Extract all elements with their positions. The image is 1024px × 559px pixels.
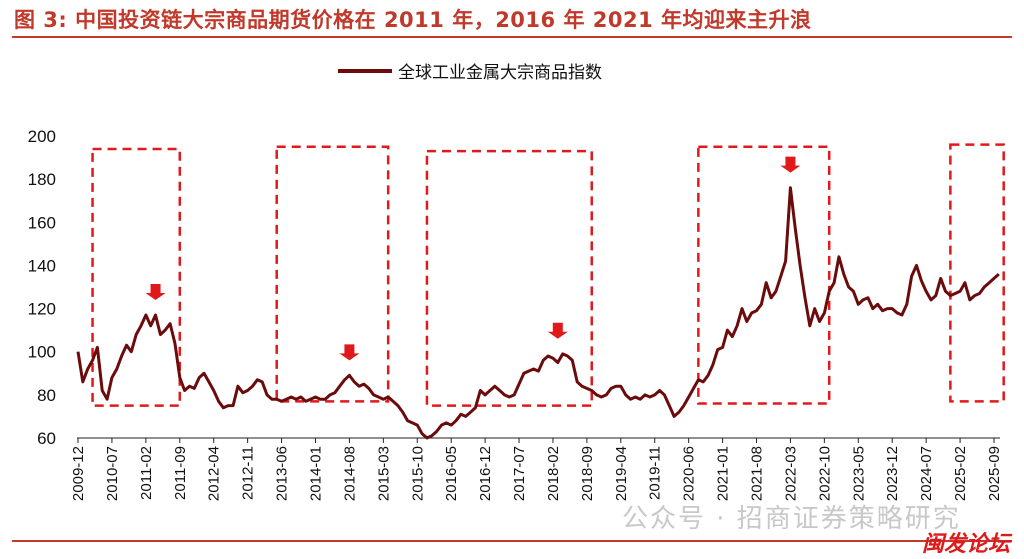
highlight-box [275, 145, 390, 403]
x-tick-label: 2012-04 [206, 446, 223, 501]
y-tick-label: 100 [28, 343, 56, 362]
series-group [76, 186, 1000, 440]
peak-arrow [780, 156, 801, 173]
x-tick-label: 2011-09 [172, 446, 189, 500]
y-tick-label: 120 [28, 300, 56, 319]
x-tick-label: 2022-03 [782, 446, 799, 501]
y-tick-label: 160 [28, 213, 56, 232]
x-tick-label: 2023-12 [884, 446, 901, 501]
series-line [76, 186, 1000, 440]
y-tick-label: 80 [37, 386, 56, 405]
y-tick-label: 140 [28, 256, 56, 275]
x-tick-label: 2025-02 [952, 446, 969, 501]
x-tick-label: 2024-07 [918, 446, 935, 501]
x-tick-label: 2022-10 [816, 446, 833, 501]
y-tick-label: 60 [37, 429, 56, 448]
forum-mark: 闽发论坛 [922, 532, 1011, 557]
highlight-box [949, 143, 1005, 403]
y-tick-label: 200 [28, 127, 56, 146]
figure-title: 图 3: 中国投资链大宗商品期货价格在 2011 年，2016 年 2021 年… [14, 8, 812, 32]
x-tick-label: 2019-11 [647, 446, 664, 500]
x-tick-label: 2020-06 [681, 446, 698, 501]
watermark: 公众号 · 招商证券策略研究 [622, 504, 961, 534]
peak-arrow [145, 283, 166, 300]
x-tick-label: 2010-07 [104, 446, 121, 501]
x-tick-label: 2023-05 [850, 446, 867, 501]
x-tick-label: 2011-02 [138, 446, 155, 500]
x-tick-label: 2018-02 [545, 446, 562, 501]
y-tick-label: 180 [28, 170, 56, 189]
x-tick-label: 2014-08 [341, 446, 358, 501]
x-tick-label: 2014-01 [307, 446, 324, 501]
highlight-box [91, 147, 182, 407]
x-tick-label: 2015-03 [375, 446, 392, 501]
title-rule [12, 36, 1012, 38]
x-tick-label: 2017-07 [511, 446, 528, 501]
peak-arrow [547, 322, 568, 339]
axes: 60 80 100 120 140 160 180 200 2009-12 2010-07 2011… [28, 127, 1003, 501]
x-tick-label: 2021-08 [749, 446, 766, 501]
peak-arrow [339, 344, 360, 361]
x-tick-label: 2013-06 [274, 446, 291, 501]
x-tick-label: 2019-04 [613, 446, 630, 501]
peak-arrows [145, 156, 801, 361]
x-tick-label: 2009-12 [70, 446, 87, 501]
legend-label: 全球工业金属大宗商品指数 [398, 63, 602, 83]
highlight-box [425, 149, 593, 407]
x-tick-label: 2018-09 [579, 446, 596, 501]
legend-swatch [338, 68, 392, 73]
x-tick-label: 2012-11 [240, 446, 257, 500]
highlight-box [697, 145, 831, 405]
highlight-boxes [91, 143, 1005, 407]
x-tick-label: 2016-12 [477, 446, 494, 501]
legend: 全球工业金属大宗商品指数 [338, 58, 602, 83]
bottom-rule [12, 540, 1012, 542]
x-tick-label: 2025-09 [986, 446, 1003, 501]
x-tick-label: 2015-10 [409, 446, 426, 501]
x-tick-label: 2021-01 [715, 446, 732, 501]
x-tick-label: 2016-05 [443, 446, 460, 501]
